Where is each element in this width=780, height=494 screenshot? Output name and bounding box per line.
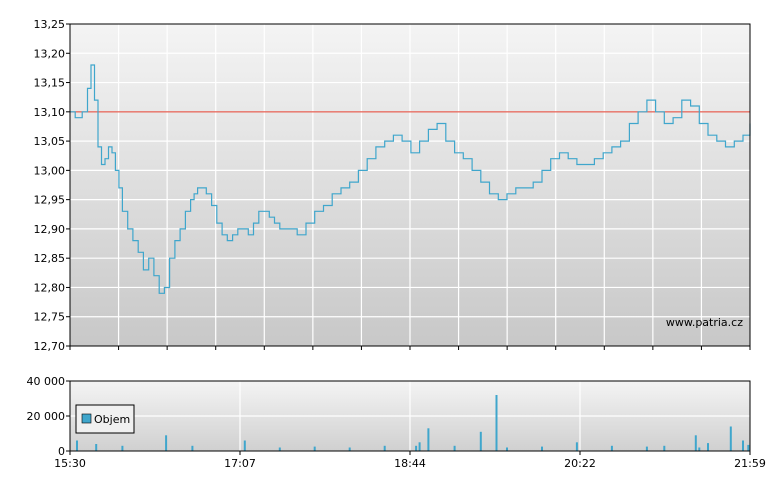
volume-ytick-label: 20 000 (27, 410, 66, 423)
volume-bar (575, 442, 578, 452)
volume-bar (191, 445, 194, 452)
volume-bar (415, 445, 418, 452)
volume-bar (479, 431, 482, 452)
volume-bar (453, 445, 456, 452)
volume-bar (418, 442, 421, 452)
volume-bar (278, 447, 281, 451)
volume-xtick-label: 20:22 (564, 457, 596, 470)
volume-bar (742, 440, 744, 451)
volume-xtick-label: 18:44 (394, 457, 426, 470)
volume-bar (95, 444, 98, 451)
price-ytick-label: 12,75 (34, 311, 66, 324)
price-ytick-label: 12,80 (34, 281, 66, 294)
volume-bar (707, 443, 709, 451)
price-ytick-label: 12,95 (34, 194, 66, 207)
price-x-tickmarks (69, 346, 751, 350)
volume-bar (541, 446, 543, 451)
volume-bar (495, 395, 498, 451)
price-ytick-label: 13,00 (34, 164, 66, 177)
volume-grid (70, 381, 750, 451)
price-ytick-label: 13,05 (34, 135, 66, 148)
volume-ytick-label: 40 000 (27, 375, 66, 388)
volume-bar (427, 428, 430, 452)
volume-bars (76, 395, 750, 452)
volume-xtick-label: 21:59 (734, 457, 766, 470)
volume-bar (348, 447, 351, 451)
volume-bar (383, 445, 386, 452)
price-y-axis: 12,70 12,75 12,80 12,85 12,90 12,95 13,00 13,05… (34, 18, 70, 353)
volume-bar (506, 447, 508, 451)
price-ytick-label: 13,10 (34, 106, 66, 119)
price-ytick-label: 12,85 (34, 252, 66, 265)
price-series-line (70, 64, 751, 294)
watermark-text: www.patria.cz (666, 316, 743, 329)
volume-xtick-label: 15:30 (54, 457, 86, 470)
volume-bar (663, 445, 666, 452)
legend-label: Objem (94, 413, 130, 426)
price-ytick-label: 12,70 (34, 340, 66, 353)
price-ytick-label: 13,15 (34, 77, 66, 90)
volume-bar (313, 446, 316, 451)
price-panel: 12,70 12,75 12,80 12,85 12,90 12,95 13,00 13,05… (34, 18, 751, 353)
volume-bar (76, 440, 78, 451)
price-ytick-label: 12,90 (34, 223, 66, 236)
price-ytick-label: 13,20 (34, 47, 66, 60)
volume-bar (698, 447, 701, 451)
volume-bar (747, 444, 750, 451)
volume-bar (645, 446, 648, 451)
price-ytick-label: 13,25 (34, 18, 66, 31)
volume-bar (694, 435, 697, 452)
volume-ytick-label: 0 (58, 445, 65, 458)
volume-bar (243, 440, 246, 451)
volume-y-axis: 0 20 000 40 000 (27, 375, 70, 458)
volume-bar (165, 435, 168, 452)
volume-bar (729, 426, 732, 451)
volume-bar (121, 445, 124, 452)
legend-swatch (81, 413, 92, 424)
volume-legend: Objem (75, 404, 135, 434)
volume-bar (610, 445, 613, 452)
volume-x-axis: 15:30 17:07 18:44 20:22 21:59 (54, 451, 766, 470)
price-grid (70, 24, 750, 346)
volume-xtick-label: 17:07 (224, 457, 256, 470)
